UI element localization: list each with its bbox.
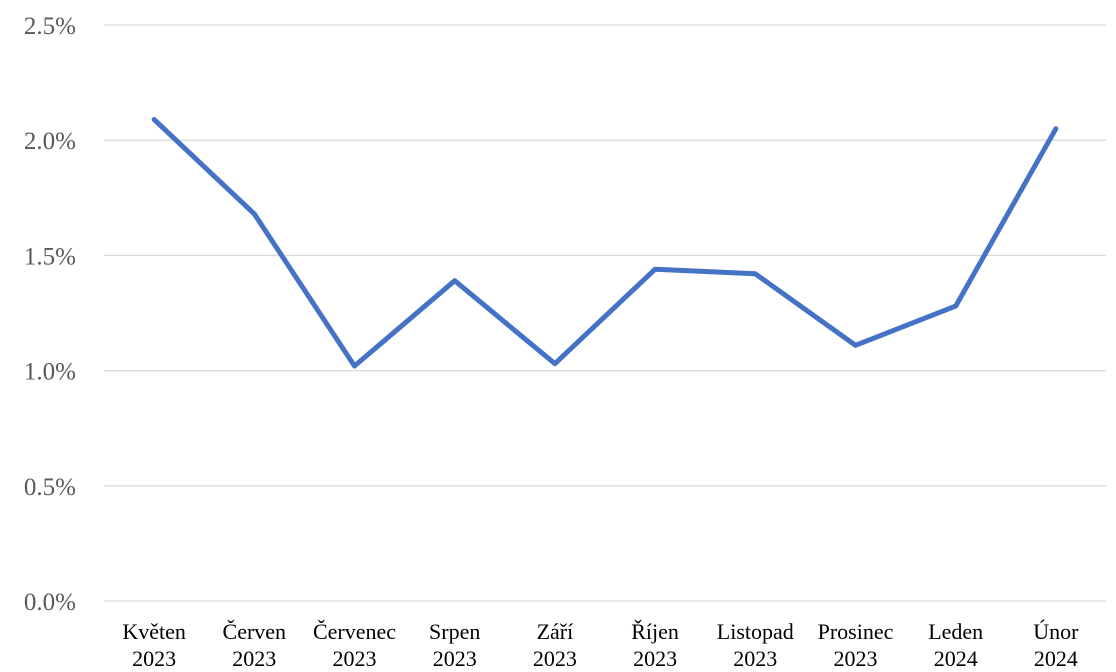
x-tick-label-year: 2024 xyxy=(934,646,978,671)
x-tick-label: Prosinec 2023 xyxy=(818,619,894,671)
y-tick-label: 1.5% xyxy=(24,243,76,270)
x-tick-label-month: Prosinec xyxy=(818,619,894,644)
y-tick-label: 2.0% xyxy=(24,128,76,155)
x-tick-label-month: Leden xyxy=(928,619,983,644)
x-tick-label-year: 2023 xyxy=(633,646,677,671)
x-tick-label: Září 2023 xyxy=(533,619,577,671)
x-tick-label-year: 2023 xyxy=(433,646,477,671)
x-tick-label-year: 2023 xyxy=(132,646,176,671)
series-layer xyxy=(151,117,1059,369)
gridlines xyxy=(104,24,1106,602)
x-tick-label: Říjen 2023 xyxy=(631,619,679,671)
x-tick-label-year: 2023 xyxy=(733,646,777,671)
x-tick-label-year: 2023 xyxy=(232,646,276,671)
x-tick-label-year: 2023 xyxy=(333,646,377,671)
x-tick-label-month: Září xyxy=(537,619,574,644)
x-tick-label: Únor 2024 xyxy=(1033,619,1079,671)
x-tick-label-year: 2023 xyxy=(533,646,577,671)
x-tick-label: Srpen 2023 xyxy=(429,619,480,671)
x-tick-label-month: Červen xyxy=(223,619,287,644)
x-tick-label: Listopad 2023 xyxy=(717,619,794,671)
x-tick-label-month: Únor xyxy=(1033,619,1079,644)
x-tick-label: Červen 2023 xyxy=(223,619,287,671)
x-tick-label-month: Říjen xyxy=(631,619,679,644)
x-tick-label-month: Květen xyxy=(122,619,186,644)
series-line xyxy=(151,117,1059,369)
x-tick-label-year: 2023 xyxy=(834,646,878,671)
x-tick-label-year: 2024 xyxy=(1034,646,1078,671)
x-tick-label-month: Srpen xyxy=(429,619,480,644)
y-tick-label: 0.0% xyxy=(24,589,76,616)
x-tick-label-month: Listopad xyxy=(717,619,794,644)
y-tick-label: 2.5% xyxy=(24,13,76,40)
y-tick-label: 1.0% xyxy=(24,359,76,386)
x-tick-label: Leden 2024 xyxy=(928,619,983,671)
x-tick-label: Červenec 2023 xyxy=(313,619,396,671)
y-tick-label: 0.5% xyxy=(24,474,76,501)
x-tick-label-month: Červenec xyxy=(313,619,396,644)
y-axis-tick-labels: 0.0% 0.5% 1.0% 1.5% 2.0% 2.5% xyxy=(24,13,76,616)
x-tick-label: Květen 2023 xyxy=(122,619,186,671)
